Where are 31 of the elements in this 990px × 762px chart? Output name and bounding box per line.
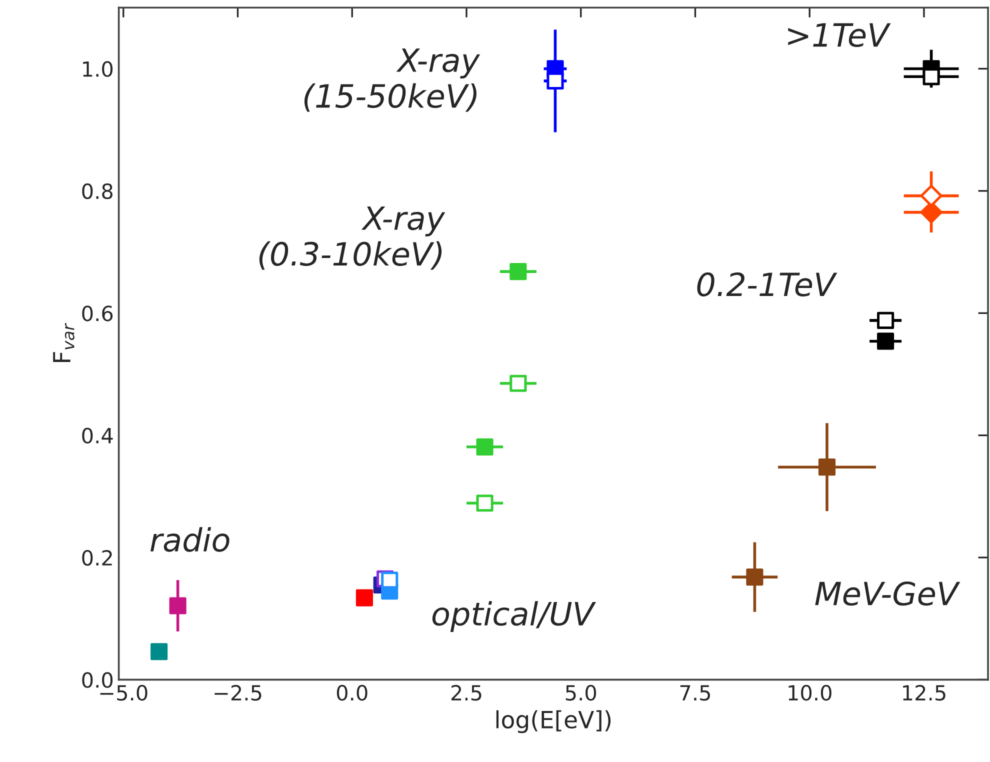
point [818, 458, 836, 476]
x-tick-label: 2.5 [451, 684, 482, 701]
point [169, 597, 186, 614]
point [356, 589, 374, 606]
annotation: optical/UV [432, 601, 596, 632]
annotation: MeV-GeV [815, 581, 960, 606]
point [510, 263, 527, 280]
point [150, 643, 168, 660]
x-tick-label: 5.0 [566, 684, 596, 701]
y-tick-label: 0.6 [82, 306, 113, 322]
point [746, 568, 764, 586]
y-tick-label: 0.4 [82, 428, 113, 444]
x-tick-label: 10.0 [788, 684, 832, 701]
annotation: radio [150, 527, 230, 552]
point [476, 494, 494, 512]
y-tick-label: 0.2 [82, 550, 112, 566]
x-axis-title: log(E[eV]) [496, 710, 611, 734]
x-tick-label: 7.5 [680, 685, 710, 701]
annotation: 0.2-1TeV [697, 272, 838, 296]
y-tick-label: 1.0 [83, 61, 113, 77]
x-tick-label: −2.5 [214, 684, 262, 701]
annotation: X-ray (15-50keV) [304, 48, 480, 112]
annotation: X-ray (0.3-10keV) [259, 206, 446, 270]
x-tick-label: 12.5 [903, 684, 946, 701]
y-tick-label: 0.8 [82, 183, 113, 200]
point [877, 332, 894, 350]
annotation: >1TeV [788, 23, 891, 48]
y-axis-title: F$_{var}$ [53, 322, 74, 362]
point [476, 438, 494, 456]
point [510, 374, 527, 392]
x-tick-label: 0.0 [336, 684, 368, 701]
